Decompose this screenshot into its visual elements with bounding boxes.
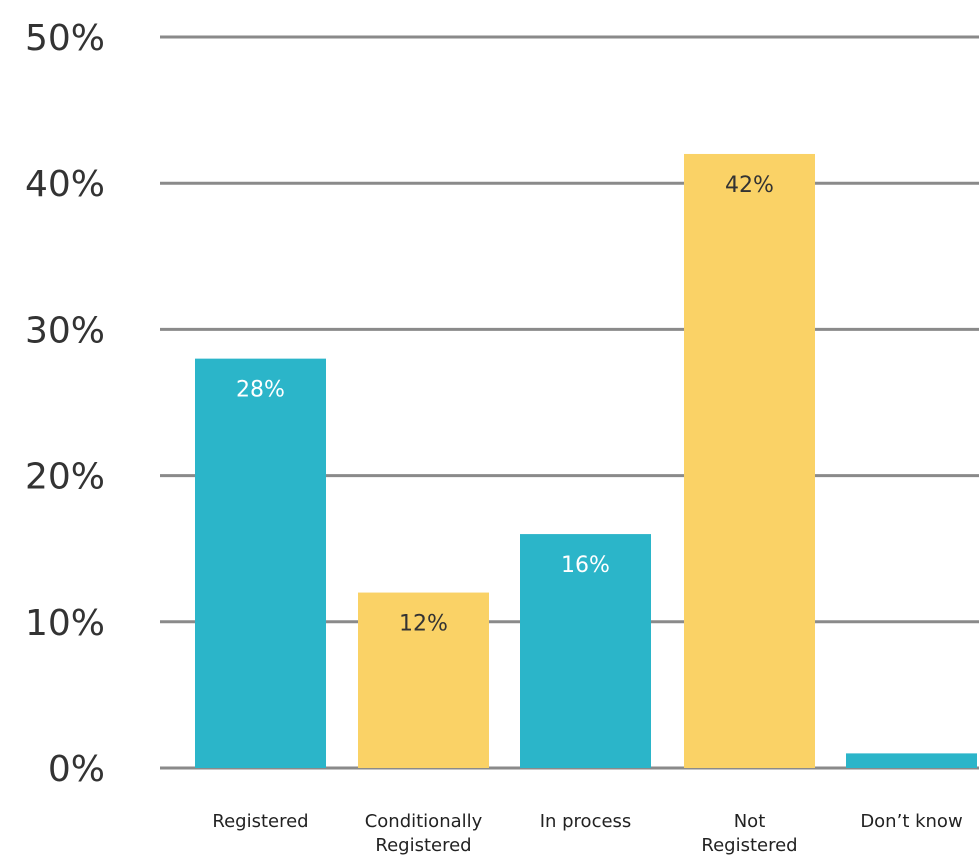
x-tick-label: Conditionally xyxy=(365,811,483,832)
x-axis-category-labels: Registered Conditionally Registered In proc… xyxy=(212,811,962,856)
x-tick-label: Registered xyxy=(212,811,308,832)
y-tick-label: 30% xyxy=(25,310,105,351)
bar xyxy=(846,753,977,768)
bars xyxy=(195,153,977,768)
y-axis-tick-labels: 0% 10% 20% 30% 40% 50% xyxy=(25,18,105,790)
y-tick-label: 10% xyxy=(25,603,105,644)
data-labels: 28% 12% 16% 42% 1% xyxy=(236,173,929,797)
y-tick-label: 40% xyxy=(25,164,105,205)
data-label: 12% xyxy=(399,612,448,637)
x-tick-label: Registered xyxy=(375,835,471,856)
x-tick-label: In process xyxy=(540,811,632,832)
y-tick-label: 0% xyxy=(48,749,105,790)
data-label: 16% xyxy=(561,553,610,578)
y-tick-label: 50% xyxy=(25,18,105,59)
bar xyxy=(684,153,815,768)
data-label: 1% xyxy=(894,772,929,797)
x-tick-label: Don’t know xyxy=(860,811,962,832)
bar xyxy=(195,358,326,768)
data-label: 28% xyxy=(236,378,285,403)
data-label: 42% xyxy=(725,173,774,198)
bar xyxy=(520,534,651,768)
x-tick-label: Not xyxy=(734,811,766,832)
y-tick-label: 20% xyxy=(25,457,105,498)
x-tick-label: Registered xyxy=(701,835,797,856)
bar xyxy=(358,592,489,768)
